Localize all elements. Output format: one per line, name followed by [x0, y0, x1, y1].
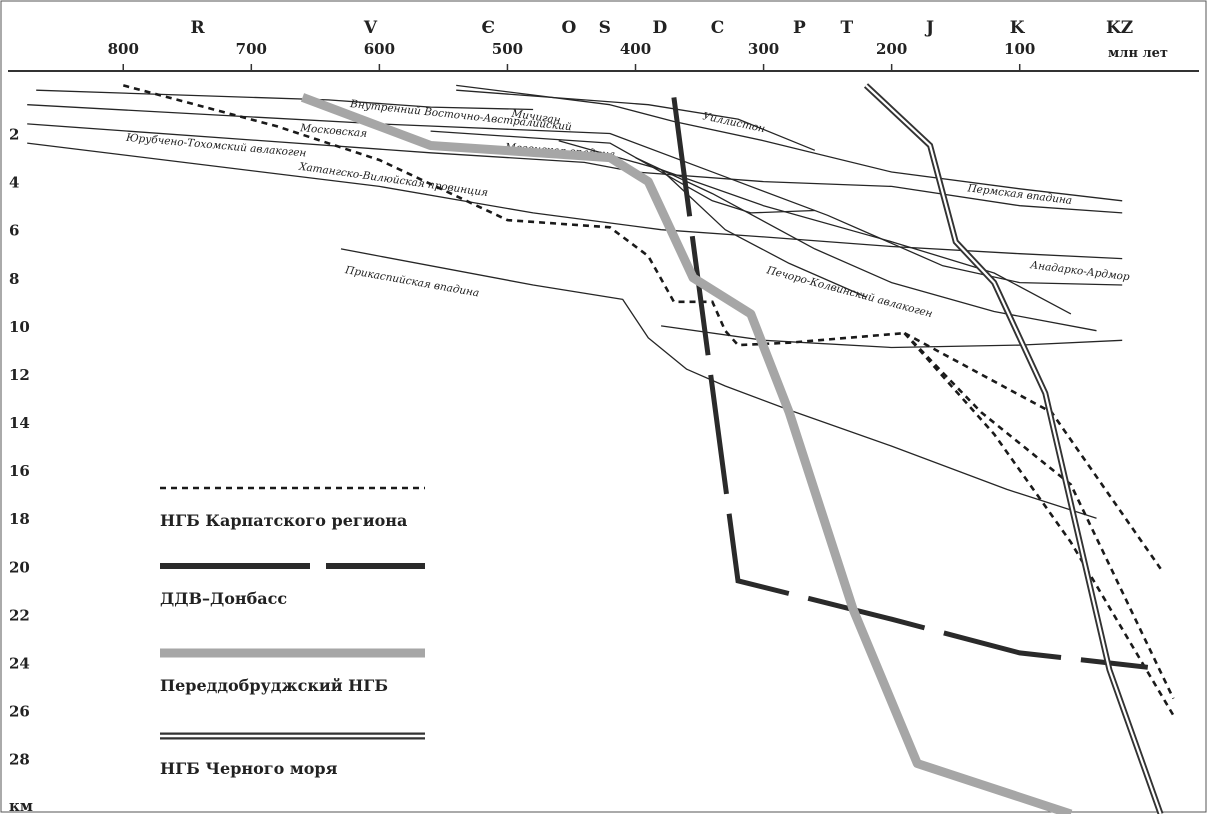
- series-line: [300, 93, 1073, 814]
- basin-curve: [340, 248, 1097, 519]
- y-tick-label: 10: [9, 318, 30, 336]
- y-tick-label: 16: [9, 462, 30, 480]
- series-line: [903, 332, 1175, 700]
- x-tick-label: 300: [748, 40, 779, 58]
- period-label: S: [599, 18, 611, 38]
- period-label: K: [1010, 18, 1026, 38]
- period-label: Є: [481, 18, 495, 38]
- y-tick-label: 14: [9, 414, 30, 432]
- y-tick-label: 22: [9, 606, 30, 624]
- y-tick-label: 6: [9, 222, 19, 240]
- series-line: [122, 84, 905, 347]
- x-ticks: 800 700 600 500 400 300 200 100: [108, 40, 1035, 71]
- series-line: [903, 332, 1175, 717]
- basin-label: Московская: [299, 122, 368, 140]
- period-label: C: [711, 18, 725, 38]
- period-label: J: [924, 18, 934, 38]
- y-tick-label: 12: [9, 366, 30, 384]
- legend-label: НГБ Карпатского региона: [160, 511, 407, 530]
- period-label: KZ: [1106, 18, 1133, 38]
- period-label: D: [652, 18, 667, 38]
- basin-curve: [660, 169, 867, 298]
- period-label: R: [190, 18, 205, 38]
- period-label: P: [793, 18, 806, 38]
- legend-label: Переддобруджский НГБ: [160, 676, 388, 695]
- basin-curve: [27, 142, 1123, 260]
- basin-curve: [430, 130, 815, 214]
- x-tick-label: 400: [620, 40, 651, 58]
- y-tick-label: 2: [9, 126, 19, 144]
- x-tick-label: 600: [364, 40, 395, 58]
- y-axis-unit-label: км: [9, 797, 33, 814]
- basin-curve: [36, 89, 534, 111]
- basin-curve: [456, 84, 1123, 202]
- x-tick-label: 800: [108, 40, 139, 58]
- y-tick-label: 28: [9, 751, 30, 769]
- y-tick-label: 26: [9, 703, 30, 721]
- period-label: T: [840, 18, 853, 38]
- x-tick-label: 100: [1004, 40, 1035, 58]
- legend: НГБ Карпатского региона ДДВ–Донбасс Передд…: [160, 486, 425, 778]
- y-tick-label: 20: [9, 558, 30, 576]
- basin-curve: [558, 140, 1072, 315]
- y-tick-label: 24: [9, 655, 30, 673]
- basin-curve: [27, 123, 1123, 214]
- legend-label: ДДВ–Донбасс: [160, 589, 287, 608]
- legend-label: НГБ Черного моря: [160, 759, 338, 778]
- x-tick-label: 700: [236, 40, 267, 58]
- period-labels: R V Є O S D C P T J K KZ: [190, 18, 1133, 38]
- highlight-series: [122, 83, 1175, 814]
- y-tick-label: 18: [9, 510, 30, 528]
- period-label: O: [562, 18, 577, 38]
- x-tick-label: 200: [876, 40, 907, 58]
- x-axis-unit-label: млн лет: [1108, 46, 1168, 61]
- y-tick-label: 4: [9, 174, 19, 192]
- basin-curve: [456, 89, 816, 151]
- period-label: V: [363, 18, 378, 38]
- series-line: [671, 97, 1149, 670]
- series-line-inner: [865, 84, 1162, 814]
- y-tick-label: 8: [9, 270, 19, 288]
- x-tick-label: 500: [492, 40, 523, 58]
